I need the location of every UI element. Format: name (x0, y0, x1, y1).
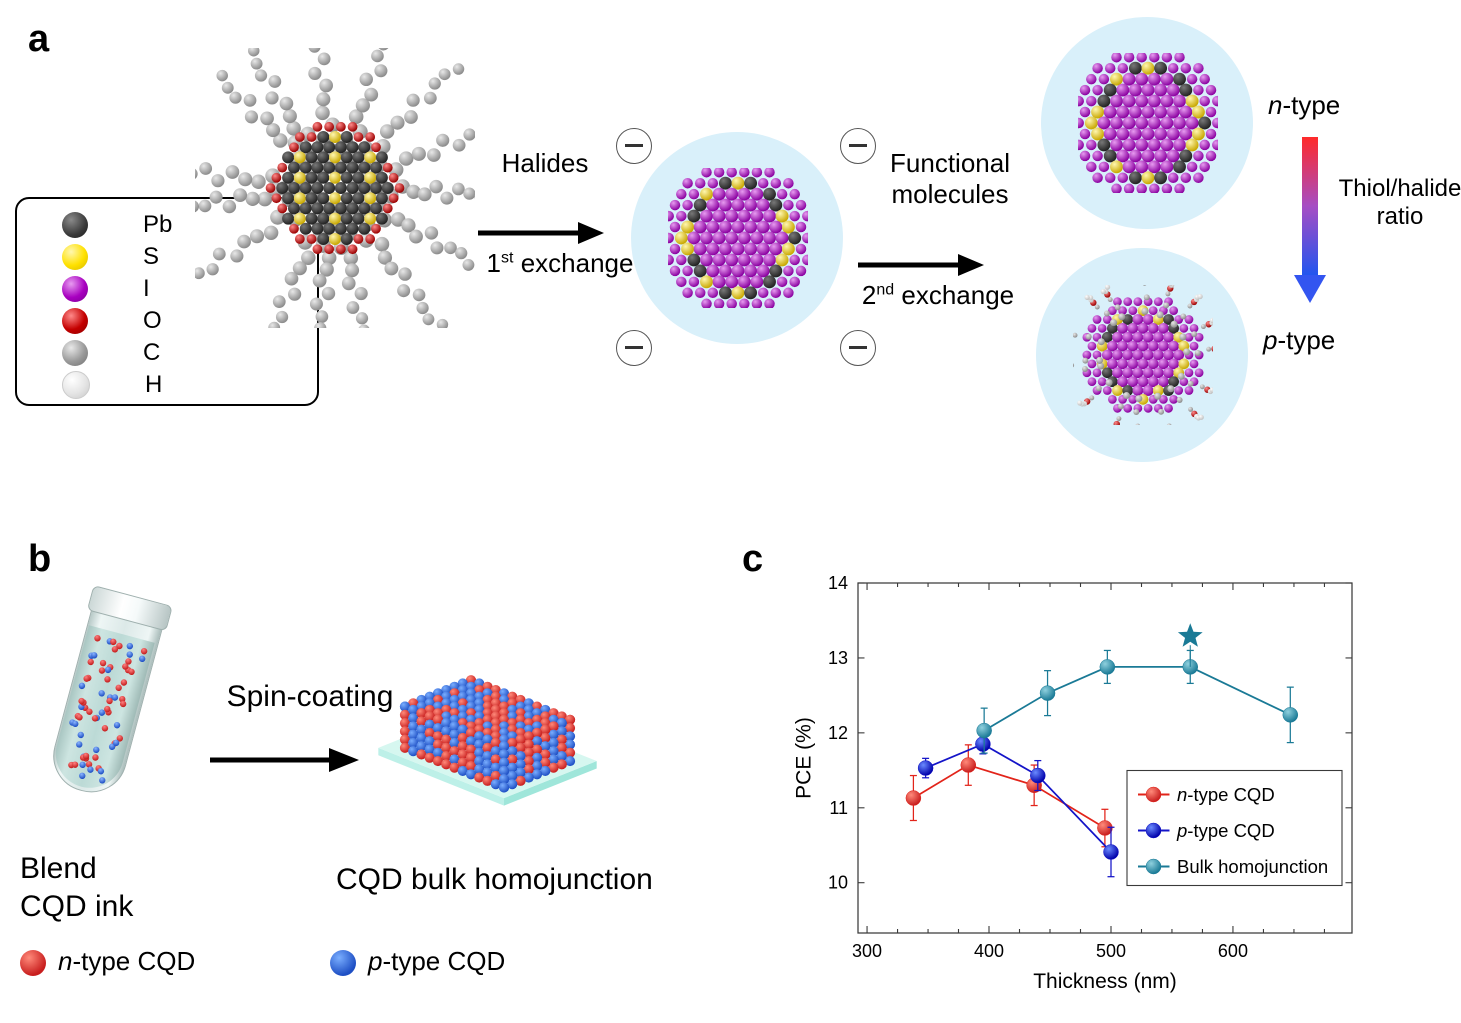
svg-text:300: 300 (852, 941, 882, 961)
svg-text:n-type CQD: n-type CQD (1177, 784, 1275, 805)
svg-text:p-type CQD: p-type CQD (1176, 820, 1275, 841)
svg-text:Bulk homojunction: Bulk homojunction (1177, 856, 1328, 877)
svg-text:11: 11 (829, 798, 848, 818)
svg-text:10: 10 (828, 873, 848, 893)
svg-text:PCE (%): PCE (%) (793, 717, 816, 799)
svg-text:13: 13 (828, 648, 848, 668)
svg-text:14: 14 (828, 573, 848, 593)
svg-text:600: 600 (1218, 941, 1248, 961)
svg-text:12: 12 (828, 723, 848, 743)
svg-text:400: 400 (974, 941, 1004, 961)
svg-text:Thickness (nm): Thickness (nm) (1033, 970, 1177, 993)
svg-text:500: 500 (1096, 941, 1126, 961)
